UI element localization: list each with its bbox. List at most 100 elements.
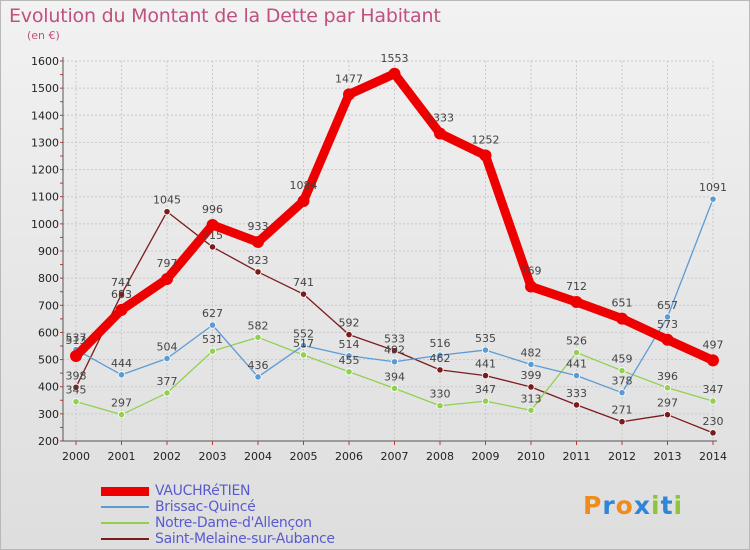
legend-swatch (101, 538, 149, 540)
data-point (299, 290, 308, 298)
data-label: 459 (612, 353, 633, 366)
data-point (117, 290, 126, 298)
legend-swatch (101, 522, 149, 524)
logo-letter: i (673, 491, 684, 520)
series-1 (72, 195, 717, 397)
data-label: 230 (703, 415, 724, 428)
legend-item: Brissac-Quincé (101, 499, 401, 515)
y-tick-label: 700 (38, 299, 59, 312)
data-label: 712 (566, 280, 587, 293)
data-label: 333 (566, 387, 587, 400)
legend-item: VAUCHRéTIEN (101, 483, 401, 499)
data-point (390, 384, 399, 392)
x-tick-label: 2012 (608, 450, 636, 463)
x-tick-label: 2013 (654, 450, 682, 463)
data-point (208, 321, 217, 329)
data-point (663, 384, 672, 392)
legend: VAUCHRéTIEN Brissac-Quincé Notre-Dame-d'Al… (101, 483, 401, 547)
data-label: 683 (111, 288, 132, 301)
data-label: 1045 (153, 194, 181, 207)
data-point (434, 127, 446, 140)
logo-letter: t (660, 491, 674, 520)
x-tick-label: 2006 (335, 450, 363, 463)
data-label: 517 (293, 337, 314, 350)
y-tick-label: 1100 (31, 191, 59, 204)
data-point (616, 312, 628, 325)
data-point (709, 397, 717, 405)
x-tick-label: 2005 (290, 450, 318, 463)
data-point (343, 88, 355, 101)
data-label: 627 (202, 307, 223, 320)
data-label: 497 (703, 338, 724, 351)
data-label: 516 (430, 337, 451, 350)
logo-letter: i (651, 491, 661, 520)
y-tick-label: 900 (38, 245, 59, 258)
data-label: 1091 (699, 181, 727, 194)
data-point (72, 398, 80, 406)
y-tick-label: 1400 (31, 109, 59, 122)
data-label: 651 (612, 297, 633, 310)
data-point (72, 383, 80, 391)
data-label: 741 (111, 276, 132, 289)
data-label: 399 (521, 369, 542, 382)
chart-title: Evolution du Montant de la Dette par Hab… (9, 5, 441, 27)
data-point (254, 373, 262, 381)
data-label: 347 (703, 383, 724, 396)
y-tick-label: 1500 (31, 82, 59, 95)
data-label: 513 (66, 334, 87, 347)
data-label: 441 (475, 358, 496, 371)
legend-label: Notre-Dame-d'Allençon (155, 515, 312, 531)
data-point (163, 354, 171, 363)
data-point (115, 303, 128, 316)
data-point (117, 371, 126, 379)
data-label: 1477 (335, 72, 363, 85)
x-tick-label: 2003 (199, 450, 227, 463)
series-0 (70, 67, 719, 367)
data-label: 504 (157, 340, 178, 353)
data-label: 533 (384, 333, 405, 346)
x-tick-label: 2014 (699, 450, 727, 463)
y-tick-labels: 200 300 400 500 600 700 800 900 1000 1100 1200 1300… (31, 55, 59, 448)
data-point (618, 389, 626, 397)
data-point (479, 149, 492, 162)
data-point (161, 272, 173, 285)
data-point (436, 366, 444, 374)
y-tick-label: 1200 (31, 164, 59, 177)
data-point (208, 347, 217, 355)
data-label: 394 (384, 370, 405, 383)
data-point (527, 360, 535, 369)
x-tick-label: 2011 (563, 450, 591, 463)
data-point (618, 418, 626, 426)
data-point (481, 397, 490, 405)
data-point (436, 351, 444, 359)
y-tick-label: 600 (38, 326, 59, 339)
data-point (525, 280, 537, 293)
data-label: 271 (612, 404, 633, 417)
data-point (299, 341, 308, 350)
legend-label: Brissac-Quincé (155, 499, 256, 515)
data-point (163, 208, 171, 216)
y-tick-label: 800 (38, 272, 59, 285)
data-label: 330 (430, 388, 451, 401)
data-point (572, 371, 581, 380)
data-point (707, 354, 719, 367)
data-label: 582 (248, 319, 269, 332)
legend-swatch (101, 506, 149, 508)
proxiti-logo: Proxiti (583, 491, 683, 520)
data-label: 1252 (472, 133, 500, 146)
data-label: 462 (430, 352, 451, 365)
data-label: 996 (202, 203, 223, 216)
data-label: 455 (339, 354, 360, 367)
data-point (345, 352, 353, 360)
y-tick-label: 200 (38, 435, 59, 448)
data-label: 933 (248, 220, 269, 233)
x-tick-label: 2001 (108, 450, 136, 463)
data-point (208, 243, 217, 251)
data-label: 823 (248, 254, 269, 267)
data-label: 741 (293, 276, 314, 289)
data-point (345, 368, 353, 376)
data-labels: 513 683 797 996 933 1084 1477 1553 1333 1252 769 71… (66, 52, 728, 428)
data-label: 313 (521, 392, 542, 405)
